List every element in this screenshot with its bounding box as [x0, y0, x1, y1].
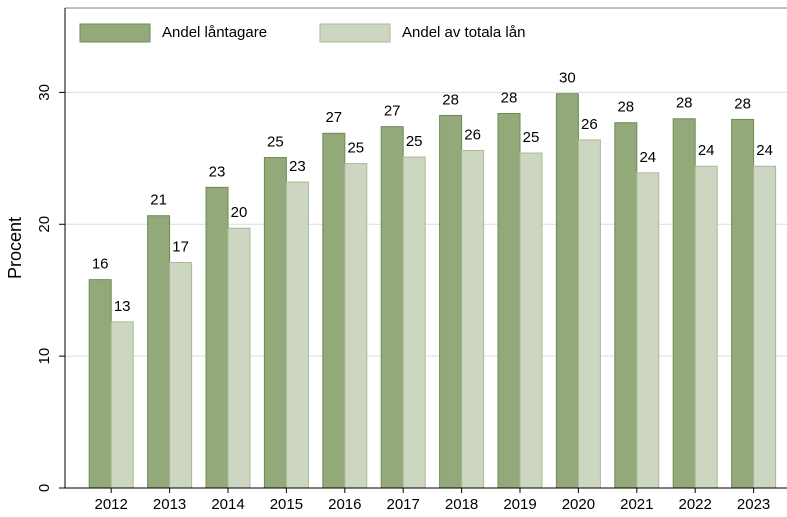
value-label: 16 [92, 256, 109, 273]
value-label: 25 [347, 140, 364, 157]
x-tick-label: 2014 [211, 496, 244, 512]
legend-swatch [319, 23, 391, 43]
bar [344, 163, 368, 489]
value-label: 28 [617, 99, 634, 116]
bar [614, 122, 638, 489]
legend-label: Andel av totala lån [402, 24, 525, 41]
value-label: 28 [676, 95, 693, 112]
bar [461, 149, 485, 489]
legend-swatch [79, 23, 151, 43]
value-label: 13 [114, 298, 131, 315]
x-tick-label: 2023 [737, 496, 770, 512]
bar [636, 172, 660, 489]
value-label: 24 [756, 142, 773, 159]
value-label: 23 [209, 163, 226, 180]
y-tick-label: 20 [36, 216, 53, 233]
bar [694, 165, 718, 489]
bar [497, 112, 521, 489]
x-tick-label: 2016 [328, 496, 361, 512]
bar [147, 215, 171, 489]
value-label: 17 [172, 238, 189, 255]
bar [205, 186, 229, 489]
x-tick-label: 2013 [153, 496, 186, 512]
value-label: 25 [523, 129, 540, 146]
x-tick-label: 2015 [270, 496, 303, 512]
value-label: 24 [639, 149, 656, 166]
x-tick-label: 2019 [503, 496, 536, 512]
bar [555, 93, 579, 489]
legend-label: Andel låntagare [162, 24, 267, 41]
bar [577, 139, 601, 489]
bar [88, 279, 112, 489]
bar [672, 118, 696, 489]
y-tick-label: 10 [36, 348, 53, 365]
x-tick-label: 2021 [620, 496, 653, 512]
value-label: 21 [150, 192, 167, 209]
x-tick-label: 2017 [387, 496, 420, 512]
bar [402, 156, 426, 489]
bar [169, 262, 193, 489]
bar [519, 152, 543, 489]
y-tick-label: 0 [36, 484, 53, 492]
value-label: 28 [501, 89, 518, 106]
bar [731, 118, 755, 489]
value-label: 24 [698, 142, 715, 159]
value-label: 23 [289, 158, 306, 175]
value-label: 27 [325, 109, 342, 126]
y-axis-label: Procent [5, 217, 25, 279]
bar [110, 321, 134, 489]
bar [439, 114, 463, 489]
value-label: 20 [231, 204, 248, 221]
value-label: 28 [734, 95, 751, 112]
x-tick-label: 2012 [95, 496, 128, 512]
bar [753, 165, 777, 489]
bar [285, 181, 309, 489]
value-label: 25 [267, 134, 284, 151]
value-label: 27 [384, 103, 401, 120]
x-tick-label: 2022 [679, 496, 712, 512]
bar [263, 157, 287, 489]
x-tick-label: 2020 [562, 496, 595, 512]
value-label: 26 [581, 116, 598, 133]
value-label: 30 [559, 70, 576, 87]
y-tick-label: 30 [36, 84, 53, 101]
value-label: 25 [406, 133, 423, 150]
value-label: 26 [464, 126, 481, 143]
x-tick-label: 2018 [445, 496, 478, 512]
bar [322, 132, 346, 489]
bar [380, 126, 404, 489]
value-label: 28 [442, 91, 459, 108]
bar [227, 227, 251, 489]
